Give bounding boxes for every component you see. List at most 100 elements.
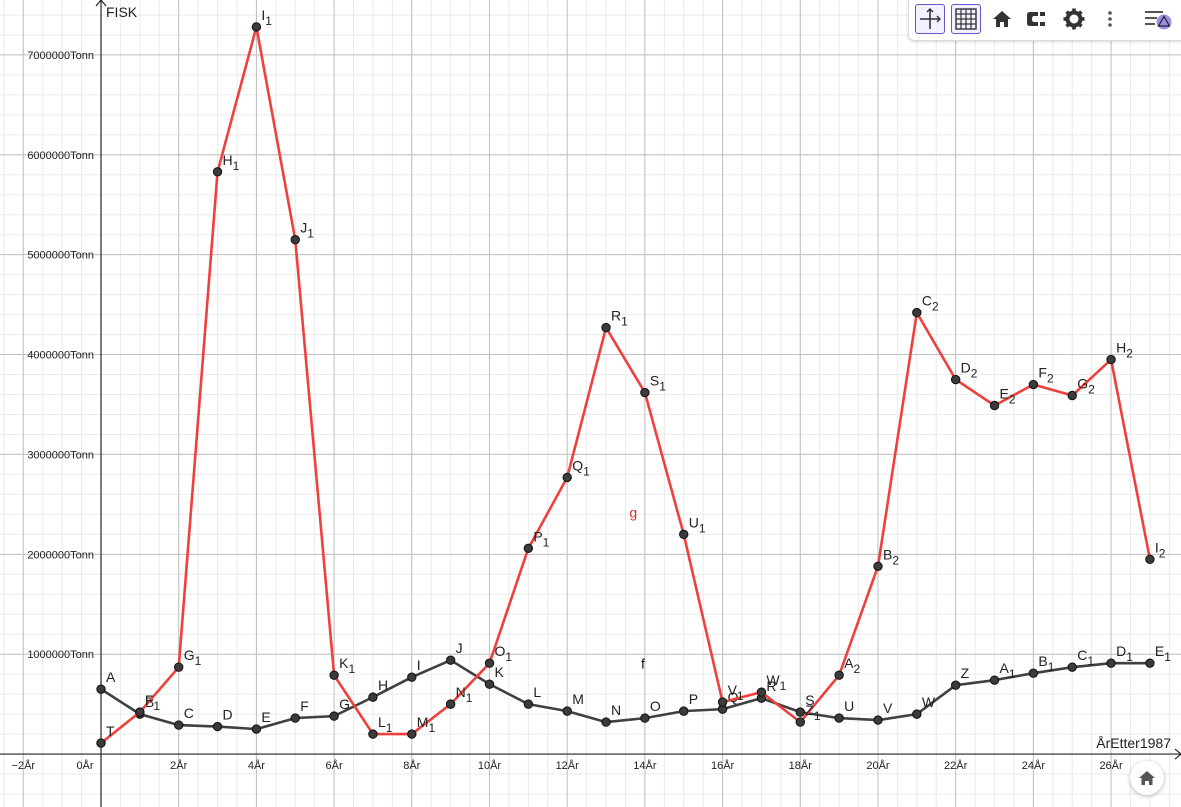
data-point[interactable] — [1145, 658, 1155, 668]
x-tick-label: 2År — [170, 759, 187, 772]
point-label: V — [883, 700, 893, 716]
data-point[interactable] — [717, 697, 728, 707]
data-point[interactable] — [368, 729, 378, 739]
data-point[interactable] — [290, 713, 300, 723]
point-capturing-button[interactable] — [1023, 4, 1053, 34]
grid-toggle-button[interactable] — [951, 4, 981, 34]
point-label: J — [456, 640, 463, 656]
data-point[interactable] — [562, 706, 572, 716]
data-point[interactable] — [873, 715, 883, 725]
x-tick-label: 18År — [789, 759, 813, 772]
data-point[interactable] — [1028, 379, 1039, 390]
data-point[interactable] — [912, 709, 922, 719]
point-label: I2 — [1155, 539, 1166, 560]
data-point[interactable] — [912, 307, 922, 318]
data-point[interactable] — [601, 322, 611, 333]
y-tick-label: 6000000Tonn — [27, 150, 94, 162]
point-label: G2 — [1077, 376, 1095, 397]
point-label: G — [339, 696, 350, 712]
standard-view-button[interactable] — [987, 4, 1017, 34]
x-tick-label: 14År — [633, 759, 657, 772]
data-point[interactable] — [445, 699, 456, 709]
data-point[interactable] — [1106, 354, 1116, 365]
x-tick-label: 22År — [944, 759, 968, 772]
y-axis-arrow — [95, 0, 107, 7]
data-point[interactable] — [251, 22, 262, 32]
data-point[interactable] — [96, 738, 106, 748]
data-point[interactable] — [96, 684, 106, 694]
settings-button[interactable] — [1059, 4, 1089, 34]
data-point[interactable] — [989, 675, 1000, 685]
axes-toggle-button[interactable] — [915, 4, 945, 34]
point-label: T — [106, 723, 115, 739]
point-label: A2 — [844, 655, 860, 676]
y-tick-label: 5000000Tonn — [27, 250, 94, 262]
point-label: I1 — [261, 7, 272, 28]
home-view-floating-button[interactable] — [1130, 761, 1164, 795]
data-point[interactable] — [1145, 554, 1155, 565]
data-point[interactable] — [251, 724, 262, 734]
data-point[interactable] — [950, 374, 961, 385]
data-point[interactable] — [407, 729, 417, 739]
data-point[interactable] — [562, 472, 572, 483]
point-label: P1 — [533, 528, 549, 549]
gear-icon — [1063, 8, 1085, 30]
x-tick-label: 0År — [76, 759, 93, 772]
point-label: W — [922, 694, 936, 710]
point-label: O — [650, 698, 661, 714]
point-label: H — [378, 677, 388, 693]
point-label: L — [533, 684, 541, 700]
data-point[interactable] — [484, 679, 495, 689]
x-tick-label: −2År — [12, 759, 36, 772]
data-point[interactable] — [212, 721, 223, 732]
data-point[interactable] — [329, 670, 339, 680]
data-point[interactable] — [368, 692, 378, 702]
data-point[interactable] — [290, 235, 300, 245]
point-label: F2 — [1038, 365, 1054, 386]
more-options-button[interactable] — [1095, 4, 1125, 34]
y-tick-label: 3000000Tonn — [27, 449, 94, 461]
point-label: L1 — [378, 714, 393, 735]
data-point[interactable] — [640, 713, 650, 723]
data-point[interactable] — [601, 717, 611, 727]
data-point[interactable] — [756, 687, 767, 697]
data-point[interactable] — [174, 720, 184, 730]
data-point[interactable] — [679, 706, 689, 716]
y-axis-label: FISK — [106, 4, 138, 20]
point-label: G1 — [184, 647, 202, 668]
data-point[interactable] — [174, 662, 184, 672]
data-point[interactable] — [1028, 668, 1039, 678]
data-point[interactable] — [484, 658, 495, 668]
data-point[interactable] — [1067, 662, 1077, 672]
data-point[interactable] — [445, 655, 456, 665]
data-point[interactable] — [795, 717, 805, 727]
x-tick-label: 20År — [866, 759, 890, 772]
data-point[interactable] — [135, 707, 145, 717]
data-point[interactable] — [407, 672, 417, 682]
data-point[interactable] — [1106, 658, 1116, 668]
x-tick-label: 16År — [711, 759, 735, 772]
data-point[interactable] — [873, 561, 883, 571]
point-label: Z — [961, 665, 970, 681]
data-point[interactable] — [795, 707, 805, 717]
data-point[interactable] — [834, 670, 844, 680]
series-line-f — [100, 658, 1150, 731]
data-point[interactable] — [523, 699, 534, 709]
data-point[interactable] — [523, 543, 534, 554]
data-point[interactable] — [989, 400, 1000, 411]
algebra-view-button[interactable] — [1141, 4, 1175, 34]
x-tick-label: 6År — [326, 759, 343, 772]
series-name-label: f — [641, 656, 645, 672]
point-label: K — [494, 664, 504, 680]
data-point[interactable] — [834, 713, 844, 723]
series-name-label: g — [629, 504, 637, 520]
data-point[interactable] — [1067, 390, 1077, 401]
data-point[interactable] — [679, 529, 689, 540]
data-point[interactable] — [212, 167, 223, 177]
data-point[interactable] — [640, 387, 650, 398]
data-point[interactable] — [329, 711, 339, 721]
data-point[interactable] — [950, 680, 961, 690]
more-vert-icon — [1108, 11, 1112, 27]
